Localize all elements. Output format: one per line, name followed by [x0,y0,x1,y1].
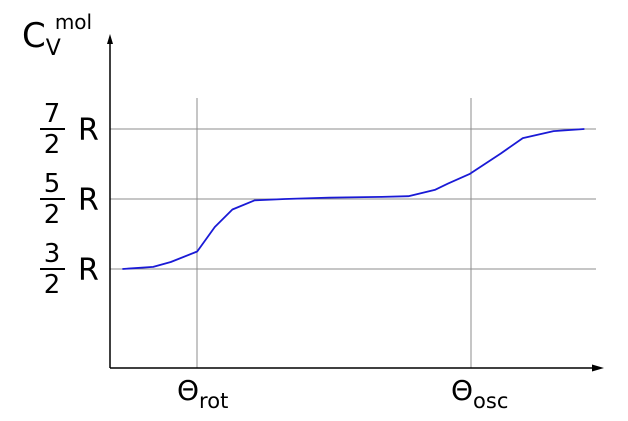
y-axis-title-subscript: V [46,36,61,61]
x-tick-symbol-1: Θ [451,374,473,407]
x-tick-label-1: Θosc [451,374,508,413]
y-tick-denominator-0: 2 [44,270,61,300]
x-tick-labels: Θrot Θosc [177,374,508,413]
x-tick-subscript-0: rot [199,389,228,413]
y-tick-unit-0: R [78,253,99,288]
y-tick-numerator-0: 3 [44,239,61,269]
x-tick-symbol-0: Θ [177,374,199,407]
x-tick-label-0: Θrot [177,374,228,413]
x-tick-subscript-1: osc [473,389,508,413]
axes [107,34,604,372]
y-axis-title: CVmol [22,10,92,61]
y-axis-title-main: C [22,16,46,56]
y-tick-denominator-1: 2 [44,200,61,230]
y-tick-numerator-2: 7 [44,99,61,129]
y-tick-denominator-2: 2 [44,130,61,160]
y-tick-unit-2: R [78,113,99,148]
x-axis-arrow [592,364,604,372]
series-line-0 [122,128,585,270]
y-tick-labels: 32 R52 R72 R [40,99,99,300]
grid-lines [110,98,596,368]
y-axis-title-superscript: mol [55,10,92,34]
y-tick-unit-1: R [78,183,99,218]
y-tick-numerator-1: 5 [44,169,61,199]
series-group [122,128,585,270]
y-axis-arrow [107,34,113,44]
